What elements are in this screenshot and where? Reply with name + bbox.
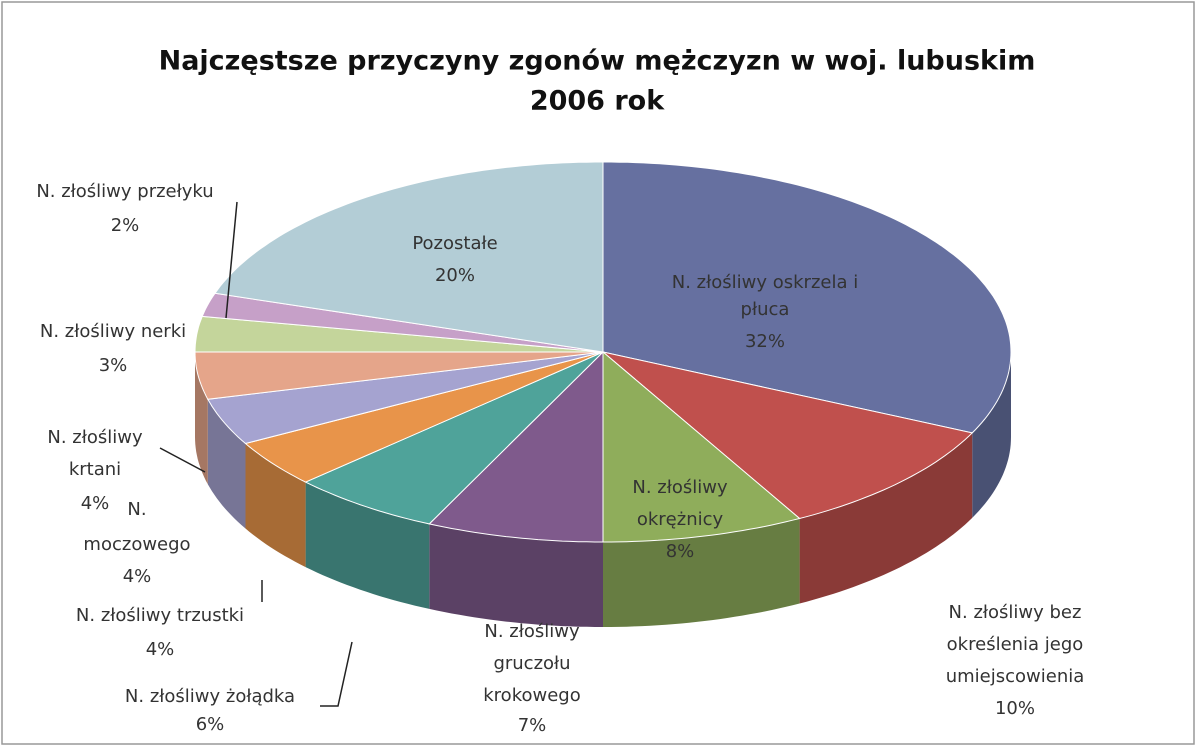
slice bbox=[428, 350, 604, 543]
data-label-value: 32% bbox=[745, 331, 785, 352]
slice bbox=[602, 350, 801, 543]
data-label: N. złośliwy bez bbox=[949, 602, 1082, 623]
slice-side bbox=[799, 432, 973, 604]
slice bbox=[214, 161, 604, 353]
slice bbox=[602, 351, 974, 520]
data-label: N. bbox=[127, 499, 146, 520]
data-label-value: 7% bbox=[518, 715, 547, 736]
slice-side bbox=[207, 399, 246, 529]
data-label: N. złośliwy przełyku bbox=[36, 181, 213, 202]
slice bbox=[206, 351, 604, 445]
data-label: gruczołu bbox=[493, 653, 570, 674]
data-label: moczowego bbox=[83, 534, 190, 555]
leader-line bbox=[225, 201, 238, 319]
slice-side bbox=[195, 352, 208, 485]
chart-title: Najczęstsze przyczyny zgonów mężczyzn w … bbox=[159, 46, 1036, 77]
data-label: N. złośliwy nerki bbox=[40, 321, 186, 342]
data-label-value: 3% bbox=[99, 355, 128, 376]
data-label: określenia jego bbox=[947, 634, 1084, 655]
data-label: umiejscowienia bbox=[946, 666, 1085, 687]
leader-line bbox=[159, 447, 206, 473]
data-label: N. złośliwy żołądka bbox=[125, 686, 295, 707]
data-label-value: 20% bbox=[435, 265, 475, 286]
data-label: N. złośliwy bbox=[484, 621, 580, 642]
data-label-value: 4% bbox=[146, 639, 175, 660]
data-label: N. złośliwy oskrzela i bbox=[672, 272, 858, 293]
data-label-value: 6% bbox=[196, 714, 225, 735]
data-label-value: 2% bbox=[111, 215, 140, 236]
data-label: krtani bbox=[69, 459, 121, 480]
slice-side bbox=[603, 518, 800, 627]
slice bbox=[304, 351, 604, 525]
slice bbox=[244, 351, 604, 483]
data-label-value: 4% bbox=[123, 566, 152, 587]
data-label-value: 4% bbox=[81, 493, 110, 514]
data-label-value: 10% bbox=[995, 698, 1035, 719]
leader-line bbox=[320, 641, 353, 707]
data-label: okrężnicy bbox=[637, 509, 724, 530]
data-label: N. złośliwy bbox=[632, 477, 728, 498]
slice bbox=[194, 351, 604, 400]
data-label: Pozostałe bbox=[412, 233, 497, 254]
data-label-value: 8% bbox=[666, 541, 695, 562]
data-label: N. złośliwy bbox=[47, 427, 143, 448]
data-label: płuca bbox=[741, 299, 790, 320]
slice bbox=[602, 161, 1012, 434]
chart-title: 2006 rok bbox=[530, 86, 665, 117]
slice-side bbox=[305, 482, 430, 609]
data-label: N. złośliwy trzustki bbox=[76, 605, 244, 626]
slice-side bbox=[429, 523, 603, 627]
data-label: krokowego bbox=[483, 685, 580, 706]
